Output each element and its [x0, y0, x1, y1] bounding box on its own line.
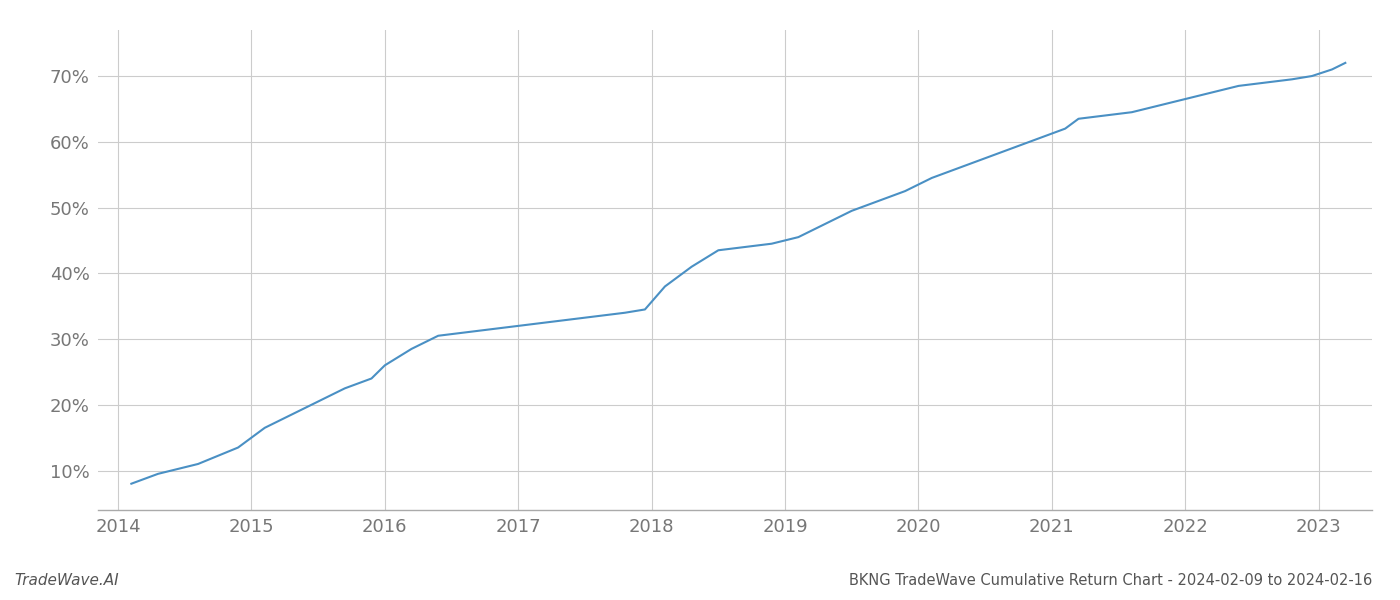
Text: TradeWave.AI: TradeWave.AI [14, 573, 119, 588]
Text: BKNG TradeWave Cumulative Return Chart - 2024-02-09 to 2024-02-16: BKNG TradeWave Cumulative Return Chart -… [848, 573, 1372, 588]
